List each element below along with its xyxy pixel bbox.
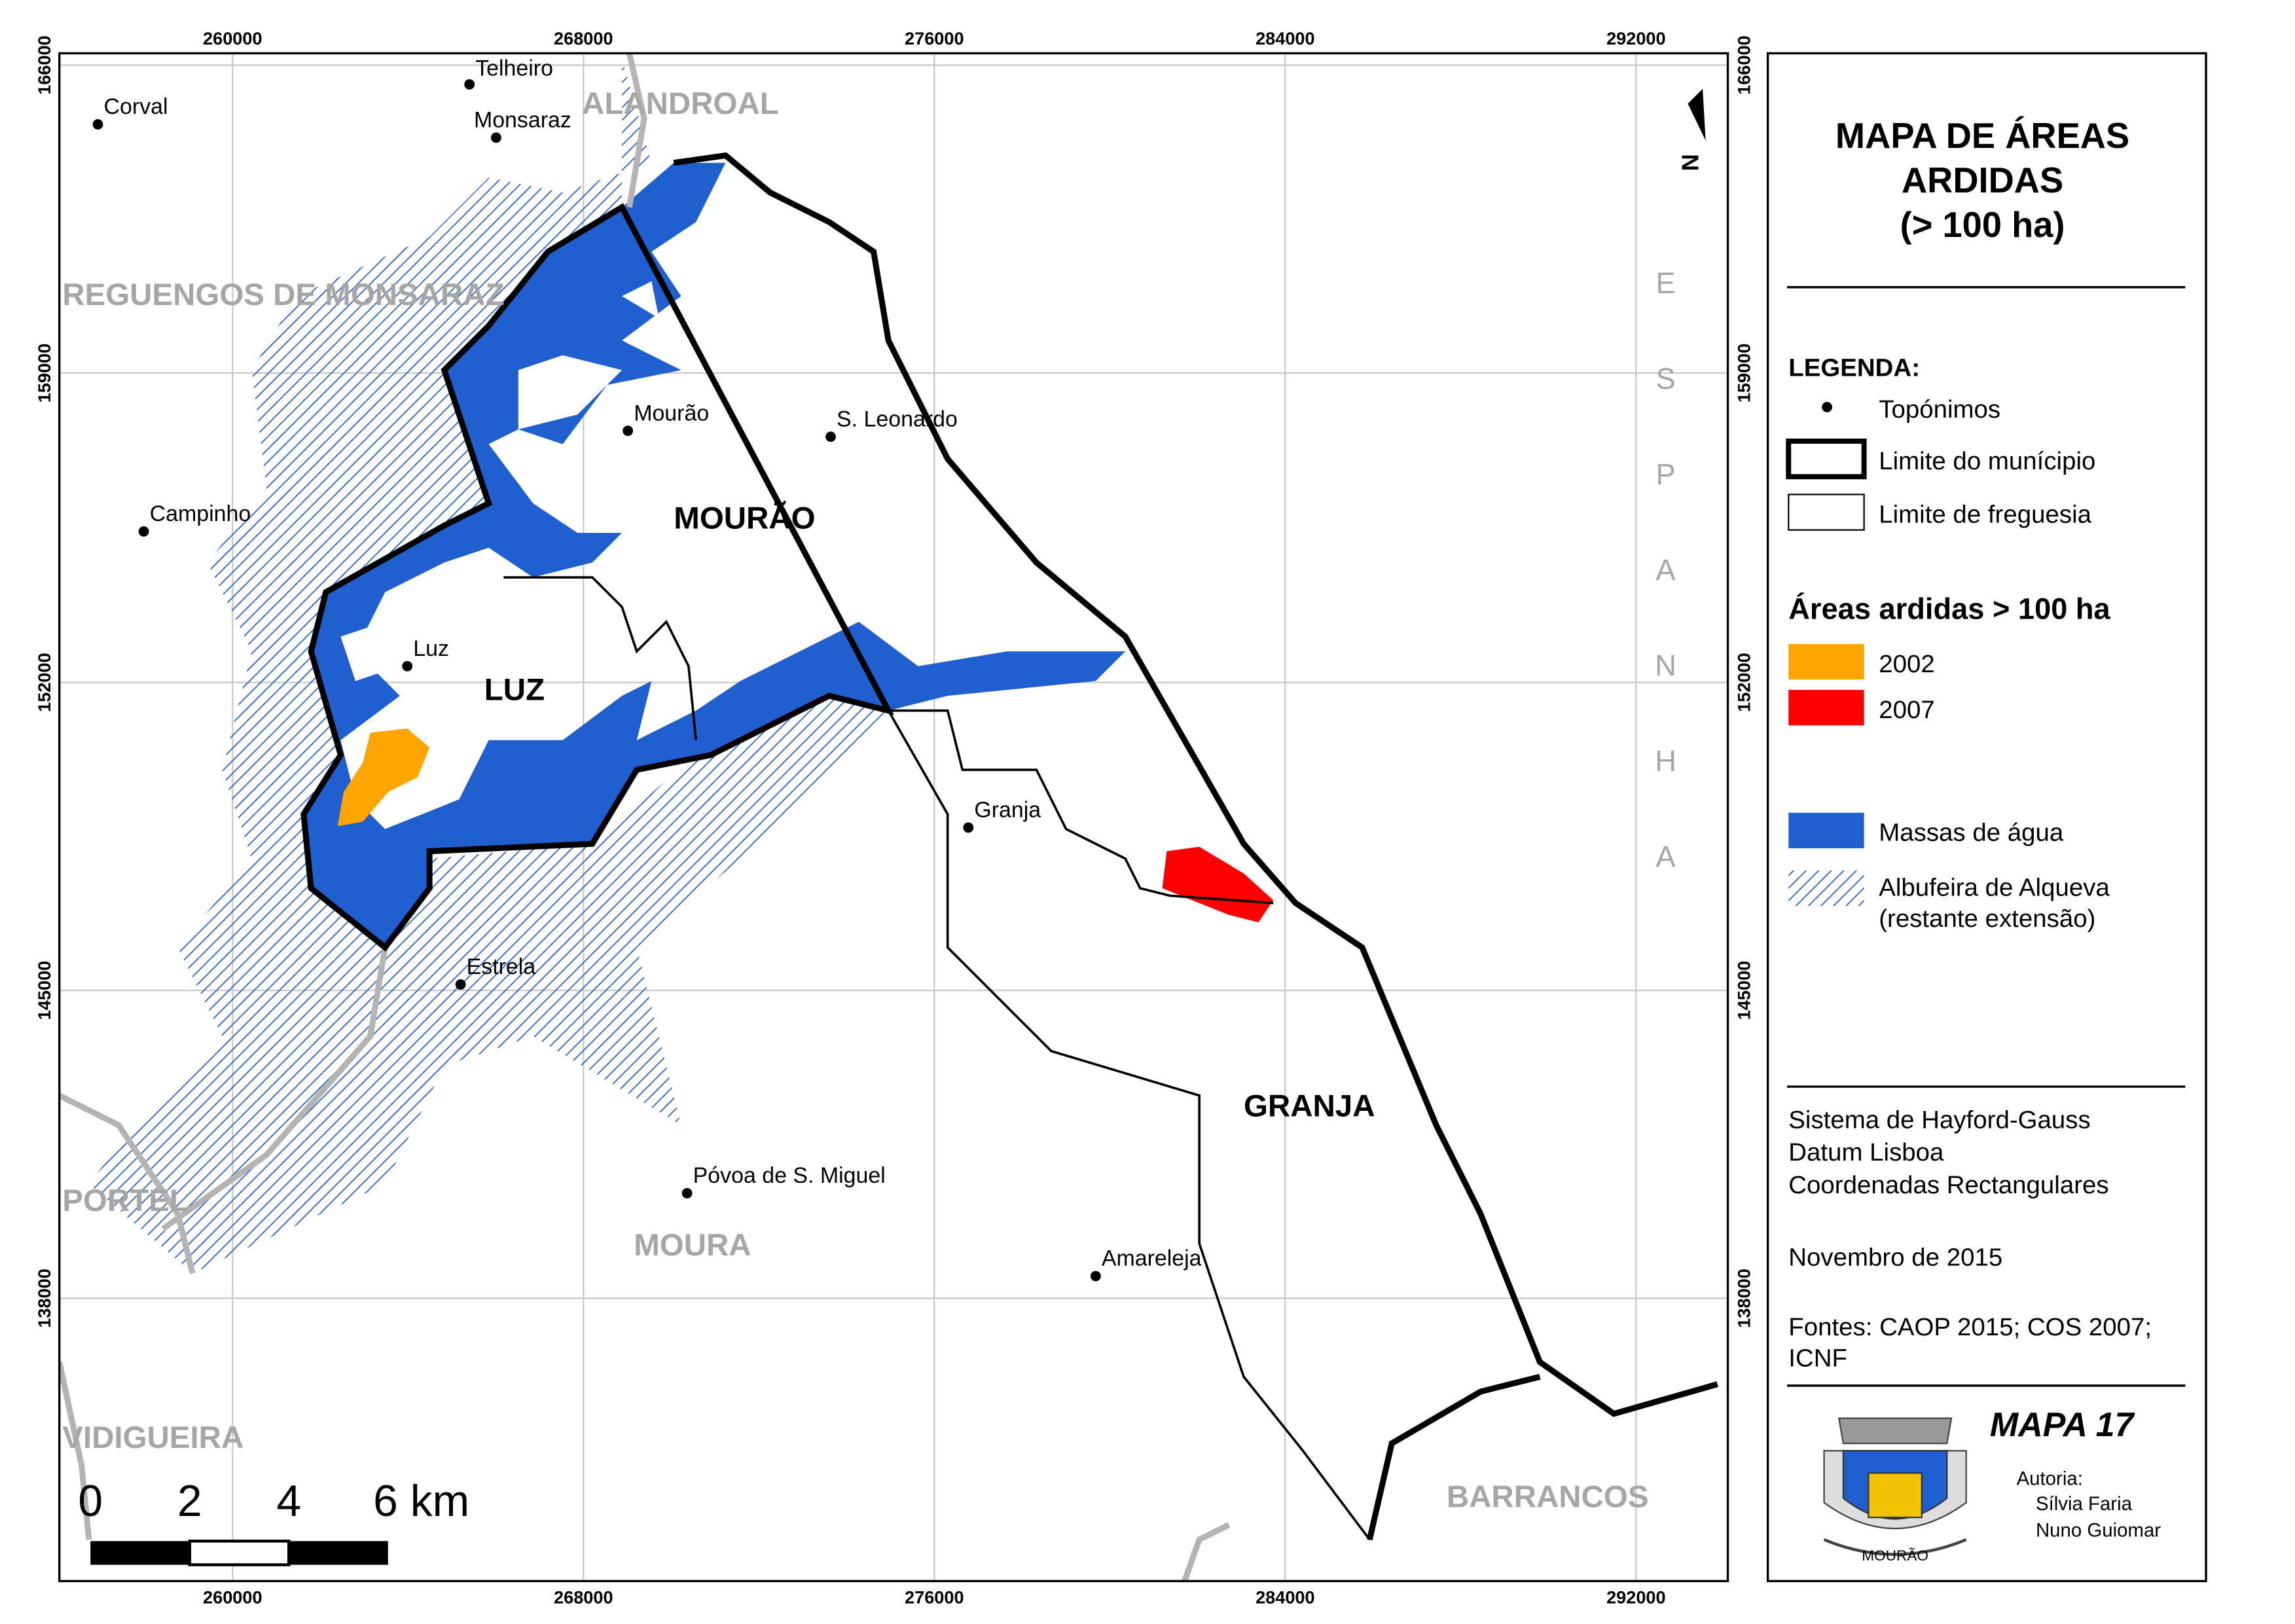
x-coord: 292000 xyxy=(1606,1587,1666,1607)
place-markers xyxy=(92,79,1101,1282)
legend-item: Topónimos xyxy=(1879,395,2000,424)
title: ARDIDAS xyxy=(1902,160,2063,200)
x-coord: 292000 xyxy=(1606,28,1666,48)
panel-frame xyxy=(1766,52,2207,1583)
legend-item: Massas de água xyxy=(1879,819,2064,847)
municipality-label: ALANDROAL xyxy=(582,86,779,121)
scale-label: 0 xyxy=(78,1477,103,1526)
sources: ICNF xyxy=(1788,1344,1847,1372)
author: Autoria: xyxy=(2017,1468,2083,1489)
y-coord: 138000 xyxy=(34,1269,54,1328)
burned-2007 xyxy=(1162,846,1274,922)
scale-label: 2 xyxy=(177,1477,202,1526)
y-coord: 152000 xyxy=(1733,653,1754,712)
x-coord: 268000 xyxy=(554,28,613,48)
place-labels: Telheiro Corval Monsaraz Mourão S. Leona… xyxy=(104,56,1202,1271)
author: Nuno Guiomar xyxy=(2036,1520,2161,1542)
scale-label: 6 km xyxy=(373,1477,469,1526)
legend-item: Albufeira de Alqueva xyxy=(1879,873,2110,901)
municipality-boundary xyxy=(300,152,1718,1541)
parish-boundaries xyxy=(503,576,1540,1541)
y-coord: 145000 xyxy=(34,961,54,1020)
map-body: Telheiro Corval Monsaraz Mourão S. Leona… xyxy=(59,53,1728,1581)
info-line: Sistema de Hayford-Gauss xyxy=(1788,1106,2090,1134)
parish-label: GRANJA xyxy=(1244,1089,1375,1123)
place-label: Mourão xyxy=(634,401,709,425)
legend-item: 2007 xyxy=(1879,696,1935,724)
place-label: Monsaraz xyxy=(474,107,571,132)
scale-label: 4 xyxy=(276,1477,301,1526)
x-coord: 260000 xyxy=(203,1587,262,1607)
place-label: S. Leonardo xyxy=(837,406,958,431)
date: Novembro de 2015 xyxy=(1788,1244,2002,1272)
emblem: MOURÃO xyxy=(1823,1417,1967,1564)
x-coord: 276000 xyxy=(905,28,964,48)
place-label: Luz xyxy=(413,636,449,661)
place-label: Amareleja xyxy=(1102,1246,1202,1271)
scale-bar: 0 2 4 6 km xyxy=(78,1477,469,1566)
legend-heading: Áreas ardidas > 100 ha xyxy=(1788,592,2110,625)
x-coord: 260000 xyxy=(203,28,262,48)
place-label: Campinho xyxy=(150,501,251,526)
title: MAPA DE ÁREAS xyxy=(1835,116,2129,156)
legend-item: Limite de freguesia xyxy=(1879,500,2091,528)
title: (> 100 ha) xyxy=(1900,205,2065,245)
water-islands xyxy=(340,281,659,681)
x-coord: 268000 xyxy=(554,1587,613,1607)
info-line: Coordenadas Rectangulares xyxy=(1788,1171,2108,1199)
municipality-label: REGUENGOS DE MONSARAZ xyxy=(62,278,504,312)
y-coord: 159000 xyxy=(1733,344,1754,403)
author: Sílvia Faria xyxy=(2036,1493,2133,1515)
y-coord: 145000 xyxy=(1733,961,1754,1020)
north-label: N xyxy=(1676,154,1703,171)
municipality-label: MOURA xyxy=(634,1228,751,1263)
place-label: Póvoa de S. Miguel xyxy=(693,1163,886,1188)
neighbour-boundaries xyxy=(59,53,1231,1581)
legend-heading: LEGENDA: xyxy=(1788,353,1920,382)
municipality-label: BARRANCOS xyxy=(1447,1479,1649,1514)
x-coord: 284000 xyxy=(1256,28,1315,48)
legend-item: (restante extensão) xyxy=(1879,905,2095,933)
x-coord: 284000 xyxy=(1256,1587,1315,1607)
map-frame xyxy=(58,52,1729,1583)
y-coord: 152000 xyxy=(34,653,54,712)
y-coord: 138000 xyxy=(1733,1269,1754,1328)
side-panel: MAPA DE ÁREAS ARDIDAS (> 100 ha) LEGENDA… xyxy=(1766,52,2207,1583)
country-label: ESPANHA xyxy=(1649,266,1682,935)
place-label: Corval xyxy=(104,94,168,119)
water-body xyxy=(303,162,1126,948)
y-coord: 166000 xyxy=(1733,35,1754,95)
y-coord: 166000 xyxy=(34,35,54,95)
parish-label: LUZ xyxy=(484,673,545,708)
emblem-label: MOURÃO xyxy=(1862,1547,1928,1564)
place-label: Granja xyxy=(974,797,1041,822)
legend-item: 2002 xyxy=(1879,650,1935,678)
y-coord: 159000 xyxy=(34,344,54,403)
map-number: MAPA 17 xyxy=(1990,1406,2135,1444)
alqueva-hatch xyxy=(88,59,889,1273)
sources: Fontes: CAOP 2015; COS 2007; xyxy=(1788,1313,2152,1341)
place-label: Estrela xyxy=(467,954,536,979)
legend-item: Limite do munícipio xyxy=(1879,447,2095,475)
place-label: Telheiro xyxy=(475,56,553,81)
parish-label: MOURÃO xyxy=(674,499,815,535)
info-line: Datum Lisboa xyxy=(1788,1138,1944,1166)
municipality-label: VIDIGUEIRA xyxy=(62,1420,244,1455)
north-arrow: N xyxy=(1676,88,1706,171)
x-coord: 276000 xyxy=(905,1587,964,1607)
municipality-label: PORTEL xyxy=(62,1183,189,1218)
burned-2002 xyxy=(337,728,430,826)
coordinate-labels: 260000 268000 276000 284000 292000 26000… xyxy=(34,28,1754,1607)
